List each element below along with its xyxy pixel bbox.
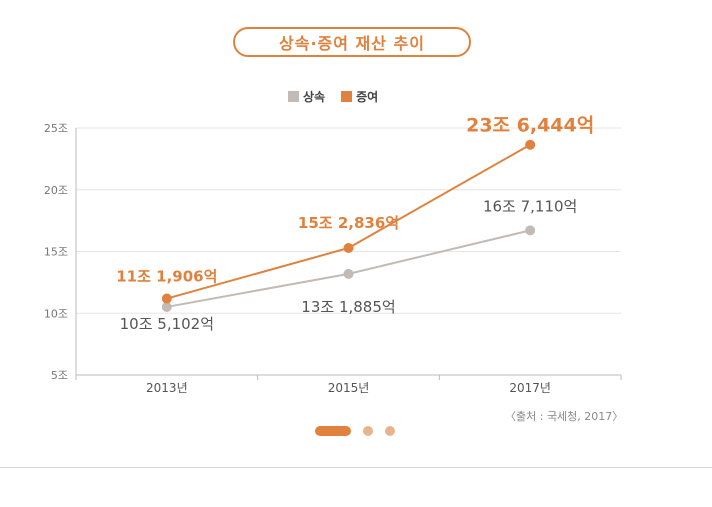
chart-title: 상속·증여 재산 추이 [233, 27, 471, 57]
data-label: 11조 1,906억 [116, 268, 217, 286]
data-point [343, 242, 354, 253]
carousel-pager [315, 426, 395, 436]
legend-item-gift: 증여 [341, 88, 378, 105]
legend-label-gift: 증여 [356, 90, 379, 104]
x-tick-label: 2013년 [146, 381, 188, 395]
legend-swatch-inheritance [288, 91, 299, 102]
data-label: 23조 6,444억 [466, 115, 594, 137]
data-label: 15조 2,836억 [298, 214, 399, 232]
data-label: 16조 7,110억 [483, 197, 577, 215]
data-label: 10조 5,102억 [120, 315, 214, 333]
legend-item-inheritance: 상속 [288, 88, 325, 105]
y-tick-label: 5조 [51, 369, 68, 382]
data-point [161, 301, 172, 312]
x-tick-label: 2017년 [509, 381, 551, 395]
pager-dot-active[interactable] [315, 426, 351, 436]
data-label: 13조 1,885억 [301, 298, 395, 316]
pager-dot[interactable] [385, 426, 395, 436]
legend-label-inheritance: 상속 [303, 90, 326, 104]
divider [0, 467, 712, 468]
y-tick-label: 10조 [44, 307, 68, 320]
y-tick-label: 15조 [44, 246, 68, 259]
data-point [343, 268, 354, 279]
y-tick-label: 25조 [44, 122, 68, 135]
legend: 상속 증여 [288, 88, 378, 105]
data-point [161, 293, 172, 304]
series-line-inheritance [166, 229, 531, 308]
data-point [525, 139, 536, 150]
pager-dot[interactable] [363, 426, 373, 436]
data-point [525, 225, 536, 236]
y-tick-label: 20조 [44, 184, 68, 197]
legend-swatch-gift [341, 91, 353, 102]
x-tick-label: 2015년 [328, 381, 370, 395]
source-note: 〈출처 : 국세청, 2017〉 [505, 410, 624, 423]
